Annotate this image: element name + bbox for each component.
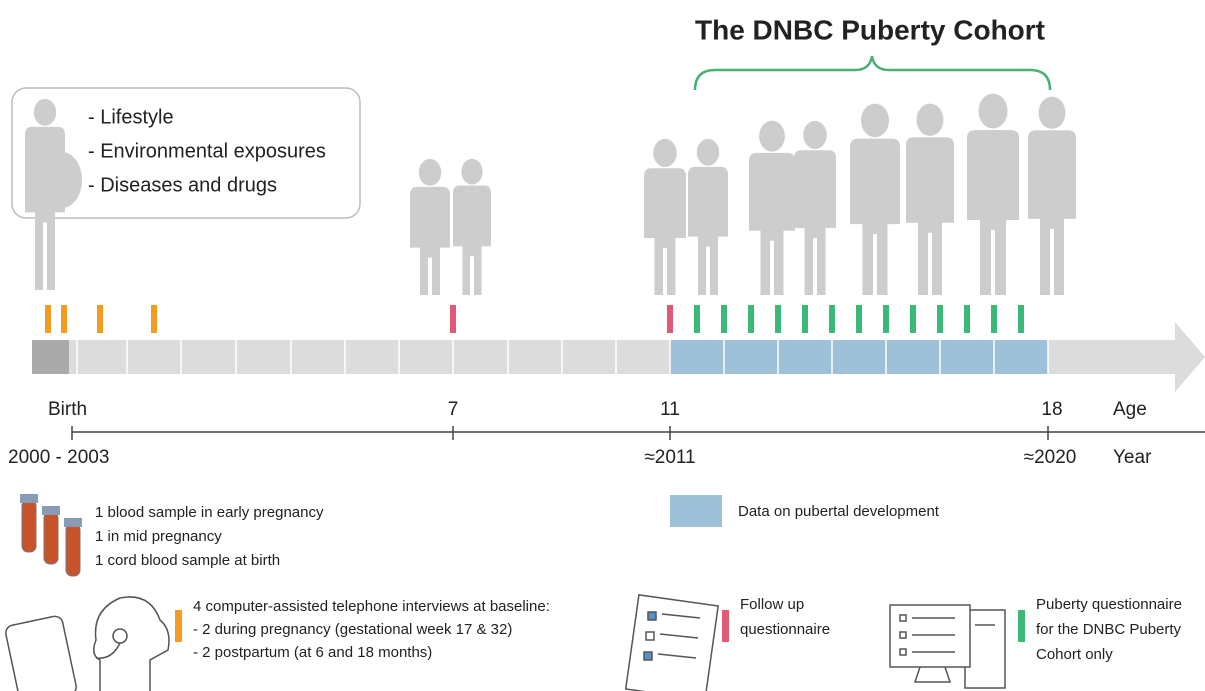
cohort-brace xyxy=(695,56,1050,90)
event-tick xyxy=(775,305,781,333)
topic: - Environmental exposures xyxy=(88,140,326,162)
legend-swatch xyxy=(670,495,722,527)
event-tick xyxy=(151,305,157,333)
person-head xyxy=(1039,97,1066,129)
person-head xyxy=(803,121,827,149)
event-tick xyxy=(937,305,943,333)
event-tick xyxy=(721,305,727,333)
person-body xyxy=(967,130,1019,295)
person-body xyxy=(794,150,836,295)
person-body xyxy=(410,187,450,295)
person-body xyxy=(644,168,686,295)
event-tick xyxy=(829,305,835,333)
event-tick xyxy=(694,305,700,333)
person-head xyxy=(861,104,889,138)
event-tick xyxy=(802,305,808,333)
birth-segment xyxy=(32,340,69,374)
axis-ticks xyxy=(72,426,1048,440)
belly xyxy=(42,152,82,208)
year-label: 2000 - 2003 xyxy=(8,447,109,468)
person-head xyxy=(419,159,441,186)
legend-text: 1 cord blood sample at birth xyxy=(95,552,280,569)
legend-text: for the DNBC Puberty xyxy=(1036,621,1182,638)
event-ticks xyxy=(45,305,1024,333)
legend-text: 1 in mid pregnancy xyxy=(95,528,222,545)
legend-text: 1 blood sample in early pregnancy xyxy=(95,504,324,521)
person-body xyxy=(25,127,65,290)
year-label: ≈2020 xyxy=(1024,447,1077,468)
age-label: 18 xyxy=(1041,399,1062,420)
person-body xyxy=(453,186,491,295)
legend-text: 4 computer-assisted telephone interviews… xyxy=(193,598,550,615)
legend-text: questionnaire xyxy=(740,621,830,638)
legend-swatch xyxy=(1018,610,1025,642)
legend-swatch xyxy=(722,610,729,642)
event-tick xyxy=(910,305,916,333)
event-tick xyxy=(45,305,51,333)
event-tick xyxy=(667,305,673,333)
person-head xyxy=(917,104,944,136)
puberty-period xyxy=(670,340,1048,374)
event-tick xyxy=(450,305,456,333)
event-tick xyxy=(97,305,103,333)
diagram: The DNBC Puberty Cohort - Lifestyle - En… xyxy=(0,0,1205,691)
legend-text: Cohort only xyxy=(1036,646,1113,663)
event-tick xyxy=(748,305,754,333)
legend-text: Puberty questionnaire xyxy=(1036,596,1182,613)
topic: - Diseases and drugs xyxy=(88,174,277,196)
event-tick xyxy=(883,305,889,333)
legend-text: - 2 during pregnancy (gestational week 1… xyxy=(193,621,512,638)
event-tick xyxy=(856,305,862,333)
age-label: 11 xyxy=(660,399,680,420)
person-body xyxy=(850,139,900,295)
timeline xyxy=(32,322,1205,392)
test-tubes-icon xyxy=(20,494,82,576)
person-body xyxy=(1028,130,1076,295)
person-head xyxy=(34,99,56,126)
event-tick xyxy=(964,305,970,333)
legend-text: Data on pubertal development xyxy=(738,503,940,520)
person-head xyxy=(978,94,1007,129)
phone-interview-icon xyxy=(4,597,169,691)
year-label: ≈2011 xyxy=(644,447,695,468)
person-body xyxy=(906,137,954,295)
age-label: Birth xyxy=(48,399,87,420)
person-body xyxy=(749,153,795,295)
event-tick xyxy=(1018,305,1024,333)
person-head xyxy=(759,121,785,152)
event-tick xyxy=(61,305,67,333)
age-label: 7 xyxy=(448,399,459,420)
legend-swatch xyxy=(175,610,182,642)
age-axis-label: Age xyxy=(1113,399,1147,420)
questionnaire-icon xyxy=(626,595,718,691)
person-body xyxy=(688,167,728,295)
legend-text: Follow up xyxy=(740,596,804,613)
person-head xyxy=(461,159,482,185)
legend-text: - 2 postpartum (at 6 and 18 months) xyxy=(193,644,432,661)
event-tick xyxy=(991,305,997,333)
title: The DNBC Puberty Cohort xyxy=(695,14,1045,45)
person-head xyxy=(653,139,677,167)
topic: - Lifestyle xyxy=(88,106,174,128)
person-head xyxy=(697,139,719,166)
computer-icon xyxy=(890,605,1005,688)
year-axis-label: Year xyxy=(1113,447,1152,468)
